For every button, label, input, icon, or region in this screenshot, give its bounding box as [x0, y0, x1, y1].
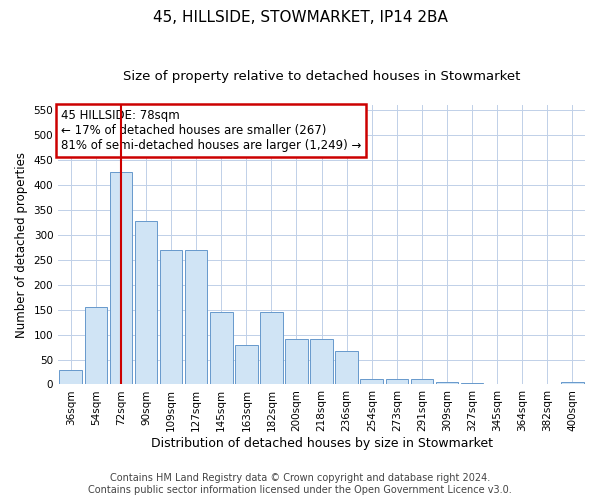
Bar [361, 380, 383, 384]
Text: 45 HILLSIDE: 78sqm
← 17% of detached houses are smaller (267)
81% of semi-detach: 45 HILLSIDE: 78sqm ← 17% of detached hou… [61, 109, 361, 152]
Title: Size of property relative to detached houses in Stowmarket: Size of property relative to detached ho… [123, 70, 520, 83]
Text: 45, HILLSIDE, STOWMARKET, IP14 2BA: 45, HILLSIDE, STOWMARKET, IP14 2BA [152, 10, 448, 25]
Bar [285, 339, 308, 384]
Bar [436, 382, 458, 384]
Bar [59, 370, 82, 384]
Text: Contains HM Land Registry data © Crown copyright and database right 2024.
Contai: Contains HM Land Registry data © Crown c… [88, 474, 512, 495]
Bar [185, 250, 208, 384]
Bar [160, 250, 182, 384]
Bar [561, 382, 584, 384]
Bar [335, 350, 358, 384]
Bar [110, 172, 132, 384]
Bar [386, 380, 408, 384]
Bar [310, 339, 333, 384]
X-axis label: Distribution of detached houses by size in Stowmarket: Distribution of detached houses by size … [151, 437, 493, 450]
Bar [260, 312, 283, 384]
Bar [410, 380, 433, 384]
Bar [85, 307, 107, 384]
Bar [134, 222, 157, 384]
Bar [210, 312, 233, 384]
Bar [235, 344, 257, 385]
Y-axis label: Number of detached properties: Number of detached properties [15, 152, 28, 338]
